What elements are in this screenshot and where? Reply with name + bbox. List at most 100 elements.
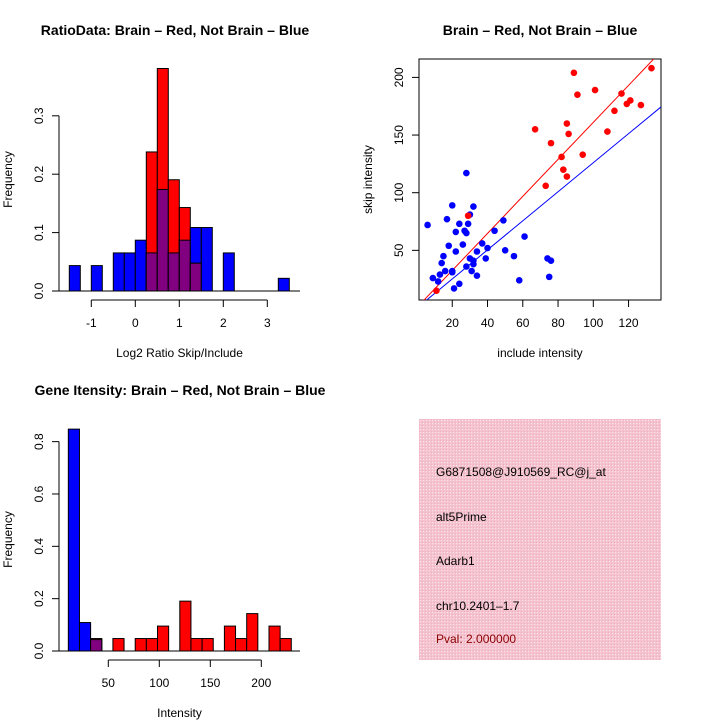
scatter-point-blue (545, 273, 553, 281)
pval-text: Pval: 2.000000 (436, 632, 516, 646)
scatter-point-red (433, 287, 440, 295)
scatter-point-blue (470, 203, 477, 210)
histogram-bar-overlap (156, 188, 169, 292)
scatter-point-blue (463, 229, 470, 237)
scatter-point-blue (424, 221, 431, 229)
x-tick-label: 100 (149, 676, 169, 690)
info-panel-background (419, 419, 661, 660)
histogram-bar-red (201, 638, 214, 652)
histogram-bar-overlap (145, 252, 158, 292)
y-tick-label: 0.3 (32, 107, 46, 124)
scatter-point-blue (450, 285, 458, 292)
histogram-bar-red (145, 638, 159, 652)
histogram-bar-overlap (90, 639, 103, 652)
scatter-point-blue (452, 228, 460, 236)
scatter-point-blue (468, 267, 475, 275)
scatter-point-red (591, 86, 599, 94)
scatter-point-blue (448, 202, 456, 209)
scatter-point-blue (452, 248, 460, 255)
x-tick-label: 2 (220, 316, 227, 330)
histogram-bar-red (112, 638, 125, 652)
scatter-point-red (574, 91, 581, 98)
scatter-point-blue (501, 247, 509, 254)
intensity-scatter: Brain – Red, Not Brain – Blue include int… (361, 22, 662, 360)
histogram-bar-red (190, 638, 203, 652)
y-tick-label: 0.2 (32, 590, 46, 607)
scatter-point-blue (547, 257, 555, 265)
histogram-bar-overlap (167, 252, 180, 292)
y-tick-label: 0.0 (32, 282, 46, 299)
plot-frame (418, 58, 662, 301)
scatter-point-blue (464, 220, 472, 228)
scatter-point-blue (500, 217, 507, 224)
regression-line-blue (425, 106, 661, 300)
histogram-bar-red (246, 613, 259, 652)
scatter-point-blue (510, 252, 518, 260)
scatter-point-red (531, 125, 539, 133)
scatter-point-red (570, 69, 578, 77)
scatter-point-blue (440, 252, 447, 260)
x-tick-label: 100 (583, 316, 603, 330)
scatter-point-red (579, 151, 587, 158)
histogram-bar-blue (67, 428, 80, 652)
scatter-point-red (604, 128, 611, 135)
x-tick-label: 1 (176, 316, 183, 330)
scatter-point-blue (515, 277, 523, 284)
y-axis-label: Frequency (1, 511, 15, 568)
x-tick-label: 150 (200, 676, 220, 690)
histogram-bar-red (157, 625, 170, 652)
x-tick-label: -1 (86, 316, 97, 330)
histogram-bar-blue (112, 252, 125, 292)
x-axis-label: include intensity (497, 346, 582, 360)
scatter-point-blue (459, 241, 467, 248)
probe-id: G6871508@J910569_RC@j_at (436, 465, 606, 479)
scatter-point-blue (456, 220, 463, 228)
histogram-bar-blue (134, 239, 147, 292)
chromosome-location: chr10.2401–1.7 (436, 599, 520, 613)
scatter-point-blue (473, 248, 481, 255)
histogram-bar-blue (200, 227, 213, 292)
scatter-point-red (627, 97, 634, 104)
y-axis-label: skip intensity (361, 145, 375, 214)
scatter-point-red (542, 182, 549, 190)
histogram-bar-red (279, 638, 292, 652)
x-tick-label: 3 (264, 316, 271, 330)
y-tick-label: 100 (392, 182, 406, 202)
chart-title: Brain – Red, Not Brain – Blue (443, 22, 638, 38)
x-tick-label: 20 (446, 316, 460, 330)
y-tick-label: 0.0 (32, 642, 46, 659)
scatter-point-red (558, 153, 565, 161)
scatter-point-blue (429, 274, 437, 282)
x-axis-label: Log2 Ratio Skip/Include (116, 346, 243, 360)
histogram-bar-overlap (178, 239, 191, 292)
scatter-point-red (464, 212, 472, 220)
scatter-point-blue (484, 244, 491, 252)
x-axis-label: Intensity (157, 706, 202, 720)
x-tick-label: 60 (516, 316, 530, 330)
scatter-point-red (565, 130, 572, 138)
histogram-bar-red (223, 625, 237, 652)
histogram-bar-blue (222, 252, 235, 292)
scatter-point-blue (491, 227, 498, 235)
scatter-point-blue (456, 280, 463, 288)
scatter-point-blue (463, 263, 470, 270)
scatter-point-red (563, 173, 571, 180)
chart-title: Gene Itensity: Brain – Red, Not Brain – … (35, 382, 326, 398)
histogram-bar-red (235, 638, 248, 652)
x-tick-label: 0 (132, 316, 139, 330)
regression-line-red (423, 59, 655, 300)
y-tick-label: 200 (392, 67, 406, 87)
gene-name: Adarb1 (436, 554, 475, 568)
scatter-point-blue (436, 271, 444, 278)
scatter-point-blue (521, 233, 528, 240)
chart-title: RatioData: Brain – Red, Not Brain – Blue (41, 22, 310, 38)
scatter-point-blue (441, 267, 449, 275)
info-panel: G6871508@J910569_RC@j_at alt5Prime Adarb… (419, 419, 661, 660)
scatter-point-red (648, 64, 655, 72)
scatter-point-blue (482, 255, 490, 262)
histogram-bar-overlap (189, 262, 202, 292)
scatter-point-red (611, 107, 618, 115)
y-tick-label: 0.6 (32, 485, 46, 502)
scatter-point-blue (438, 259, 445, 267)
